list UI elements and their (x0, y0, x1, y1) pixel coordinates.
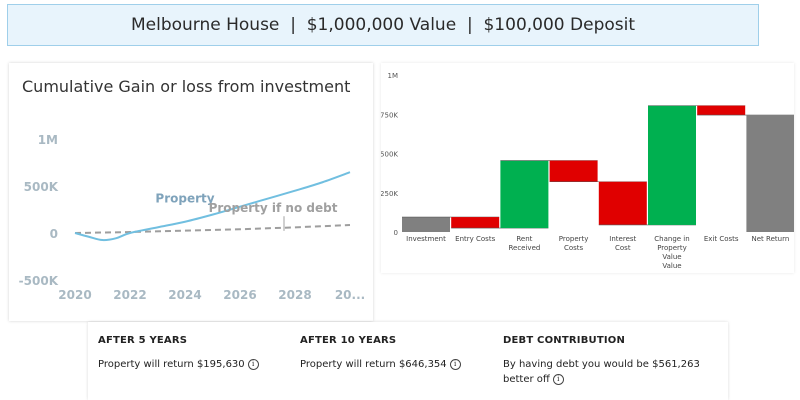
x-tick-label: 2024 (168, 288, 201, 302)
property-series-label: Property (155, 192, 214, 206)
after-10-years-value: Property will return $646,354 (300, 359, 447, 370)
after-5-years-block: AFTER 5 YEARS Property will return $195,… (98, 335, 308, 372)
net-return-waterfall-chart: 0 250K 500K 750K 1M Investment Entry Costs Rent… (381, 72, 794, 270)
waterfall-category-label: Rent Received (508, 235, 540, 252)
waterfall-chart-panel: 0 250K 500K 750K 1M Investment Entry Costs Rent… (381, 63, 794, 273)
line-chart-title: Cumulative Gain or loss from investment (22, 77, 351, 96)
waterfall-category-label: Investment (406, 235, 446, 243)
y-tick-label: 500K (24, 180, 59, 194)
waterfall-bar (697, 105, 746, 116)
debt-contribution-value: By having debt you would be $561,263 bet… (503, 359, 700, 385)
property-line (74, 171, 351, 242)
waterfall-category-label: Property Costs (559, 235, 589, 252)
x-tick-label: 20... (335, 288, 365, 302)
debt-contribution-text: By having debt you would be $561,263 bet… (503, 357, 713, 387)
cumulative-gain-chart-panel: Cumulative Gain or loss from investment … (9, 63, 373, 321)
waterfall-bar (746, 115, 794, 232)
y-tick-label: 0 (50, 227, 58, 241)
waterfall-y-tick-label: 500K (381, 151, 398, 159)
summary-panel: AFTER 5 YEARS Property will return $195,… (88, 322, 728, 400)
waterfall-y-tick-label: 1M (388, 72, 399, 80)
after-5-years-title: AFTER 5 YEARS (98, 335, 188, 346)
waterfall-category-label: Change in Property Value Value (654, 235, 689, 270)
waterfall-bar (500, 160, 549, 229)
debt-contribution-block: DEBT CONTRIBUTION By having debt you wou… (503, 335, 713, 387)
waterfall-category-label: Interest Cost (609, 235, 636, 252)
waterfall-bar (549, 160, 598, 182)
waterfall-bar (451, 217, 500, 229)
info-icon[interactable]: i (449, 359, 461, 370)
y-tick-label: 1M (38, 133, 58, 147)
waterfall-y-tick-label: 750K (381, 111, 398, 119)
property-if-no-debt-line (74, 224, 351, 234)
x-tick-label: 2026 (223, 288, 256, 302)
y-tick-label: -500K (19, 274, 59, 288)
info-icon[interactable]: i (247, 359, 259, 370)
waterfall-y-tick-label: 0 (394, 229, 398, 237)
waterfall-y-tick-label: 250K (381, 190, 398, 198)
x-tick-label: 2022 (113, 288, 146, 302)
after-5-years-value: Property will return $195,630 (98, 359, 245, 370)
waterfall-bar (648, 105, 696, 225)
x-tick-label: 2020 (58, 288, 91, 302)
after-5-years-text: Property will return $195,630 i (98, 357, 308, 372)
info-icon[interactable]: i (552, 374, 564, 385)
waterfall-bar (598, 181, 647, 225)
waterfall-category-label: Net Return (752, 235, 790, 243)
page-header: Melbourne House | $1,000,000 Value | $10… (7, 4, 759, 46)
x-tick-label: 2028 (278, 288, 311, 302)
after-10-years-text: Property will return $646,354 i (300, 357, 510, 372)
waterfall-bar (402, 217, 450, 232)
waterfall-category-label: Entry Costs (455, 235, 495, 243)
no-debt-series-label: Property if no debt (209, 201, 338, 215)
after-10-years-title: AFTER 10 YEARS (300, 335, 397, 346)
header-title: Melbourne House | $1,000,000 Value | $10… (130, 15, 636, 35)
waterfall-category-label: Exit Costs (704, 235, 739, 243)
debt-contribution-title: DEBT CONTRIBUTION (503, 335, 626, 346)
after-10-years-block: AFTER 10 YEARS Property will return $646… (300, 335, 510, 372)
